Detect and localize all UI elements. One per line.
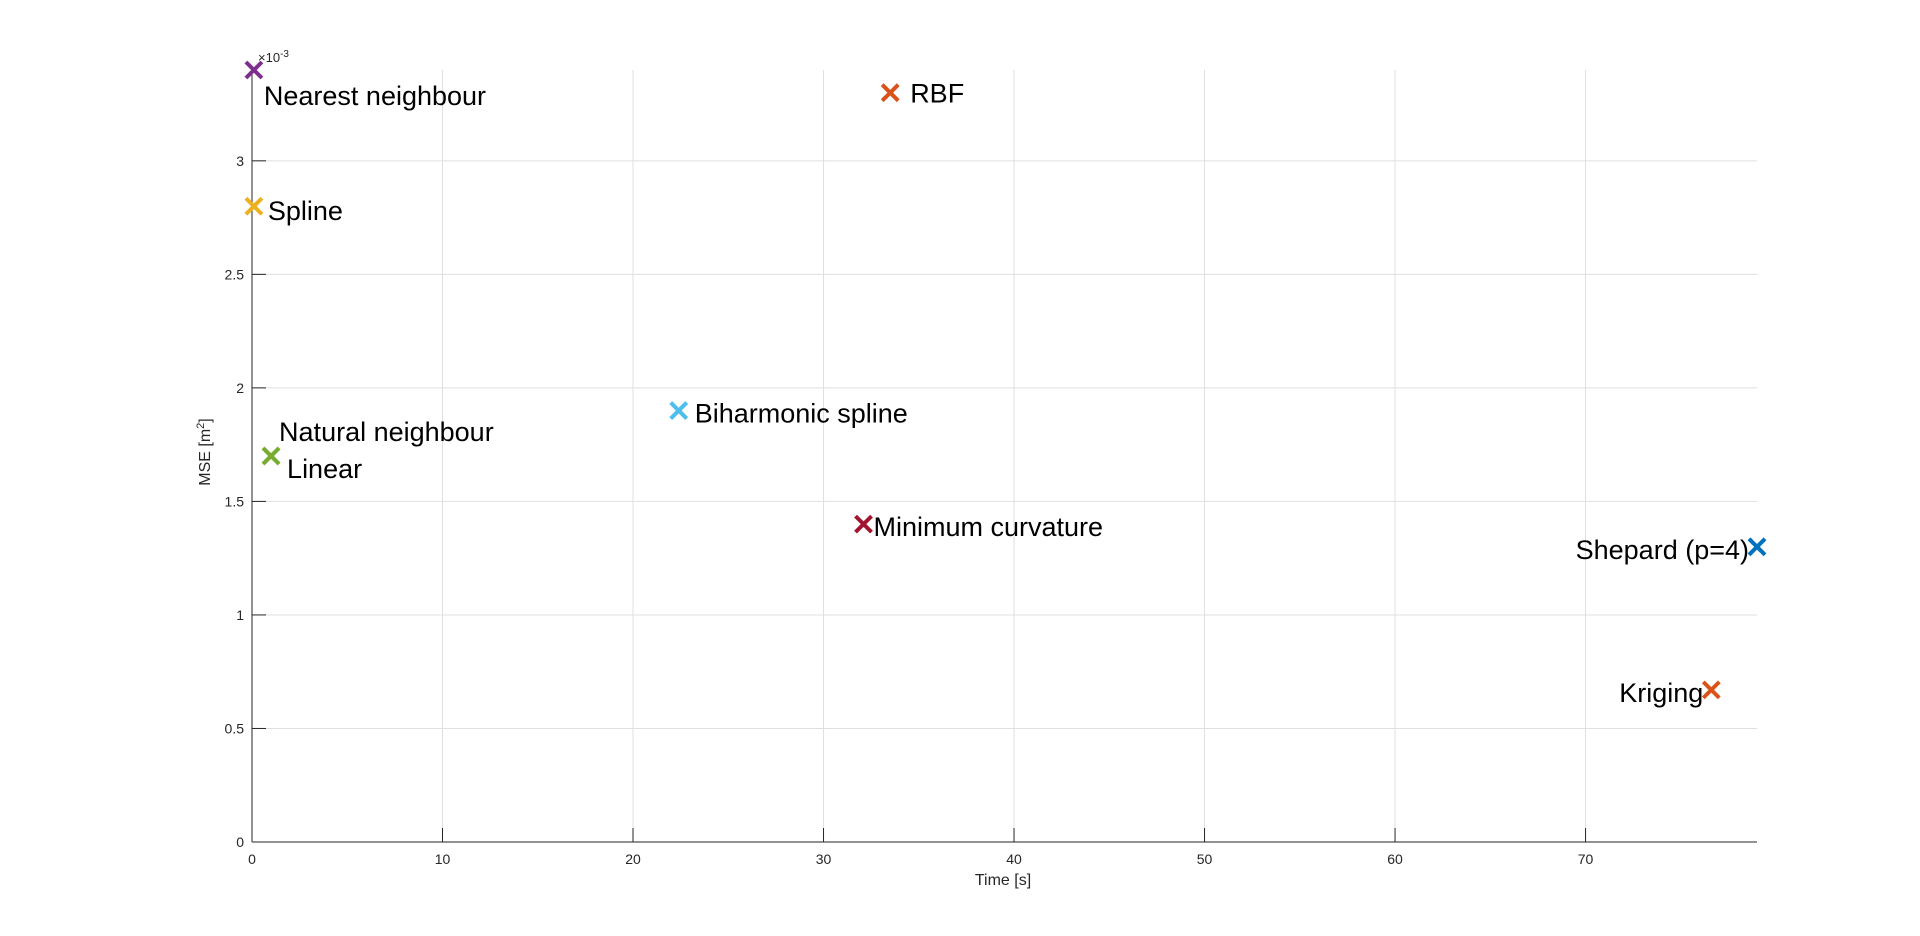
point-label: Spline xyxy=(268,196,343,226)
ticks-layer: 0 10 20 30 40 50 60 70 0 0.5 1 1.5 2 2.5 3 xyxy=(225,153,1594,867)
y-tick-label: 2.5 xyxy=(225,266,245,282)
x-tick-label: 50 xyxy=(1197,851,1213,867)
y-exponent-base: 10 xyxy=(266,50,280,65)
point-marker xyxy=(261,446,281,466)
x-tick-label: 10 xyxy=(435,851,451,867)
x-tick-label: 40 xyxy=(1006,851,1022,867)
x-axis-label: Time [s] xyxy=(975,872,1031,889)
points-layer xyxy=(244,60,1767,700)
y-axis-label-main: MSE [m xyxy=(197,429,214,486)
y-tick-label: 0.5 xyxy=(225,720,245,736)
point-label: Biharmonic spline xyxy=(695,399,908,429)
x-tick-label: 70 xyxy=(1578,851,1594,867)
point-label: Linear xyxy=(287,454,362,484)
point-label: Nearest neighbour xyxy=(264,81,486,111)
y-exponent-times: × xyxy=(258,50,266,65)
point-label: Shepard (p=4) xyxy=(1576,535,1749,565)
svg-text:MSE [m2]: MSE [m2] xyxy=(195,418,214,485)
point-marker xyxy=(1747,537,1767,557)
y-axis-label-tail: ] xyxy=(197,418,214,422)
y-axis-label-superscript: 2 xyxy=(195,423,207,429)
grid-layer xyxy=(252,70,1757,842)
point-marker xyxy=(854,514,873,534)
y-axis-exponent: ×10-3 xyxy=(258,49,289,65)
y-tick-label: 1 xyxy=(236,607,244,623)
y-tick-label: 3 xyxy=(236,153,244,169)
point-marker xyxy=(669,401,689,421)
x-tick-label: 20 xyxy=(625,851,641,867)
point-marker xyxy=(244,60,264,80)
y-exponent-power: -3 xyxy=(280,49,289,60)
point-label: RBF xyxy=(910,79,964,109)
point-label: Natural neighbour xyxy=(279,417,494,447)
point-marker xyxy=(880,83,900,103)
point-marker xyxy=(244,196,264,216)
x-tick-label: 60 xyxy=(1387,851,1403,867)
y-tick-label: 1.5 xyxy=(225,493,245,509)
point-label: Kriging xyxy=(1619,678,1703,708)
x-tick-label: 0 xyxy=(248,851,256,867)
axes-layer xyxy=(251,70,1757,843)
point-marker xyxy=(1701,680,1721,700)
x-tick-label: 30 xyxy=(816,851,832,867)
y-axis-label: MSE [m2] xyxy=(195,418,214,485)
point-labels-layer: Nearest neighbour RBF Spline Biharmonic spl… xyxy=(264,79,1749,708)
y-tick-label: 0 xyxy=(236,834,244,850)
y-tick-label: 2 xyxy=(236,380,244,396)
point-label: Minimum curvature xyxy=(874,512,1104,542)
